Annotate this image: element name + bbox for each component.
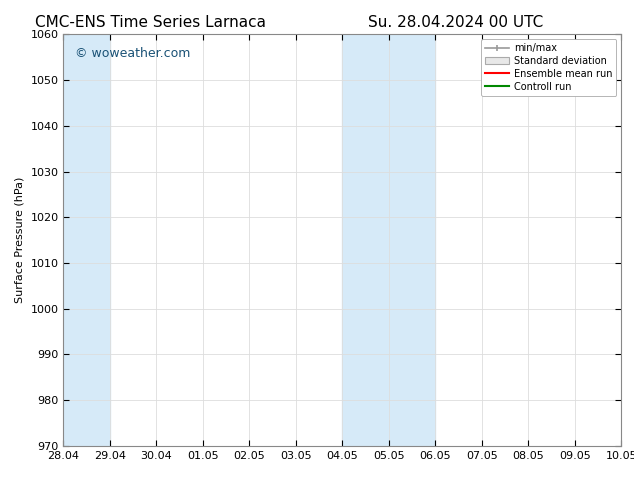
Text: CMC-ENS Time Series Larnaca: CMC-ENS Time Series Larnaca — [36, 15, 266, 30]
Bar — [389, 34, 436, 446]
Text: Su. 28.04.2024 00 UTC: Su. 28.04.2024 00 UTC — [368, 15, 543, 30]
Bar — [342, 34, 389, 446]
Legend: min/max, Standard deviation, Ensemble mean run, Controll run: min/max, Standard deviation, Ensemble me… — [481, 39, 616, 96]
Bar — [63, 34, 110, 446]
Text: © woweather.com: © woweather.com — [75, 47, 190, 60]
Y-axis label: Surface Pressure (hPa): Surface Pressure (hPa) — [15, 177, 25, 303]
